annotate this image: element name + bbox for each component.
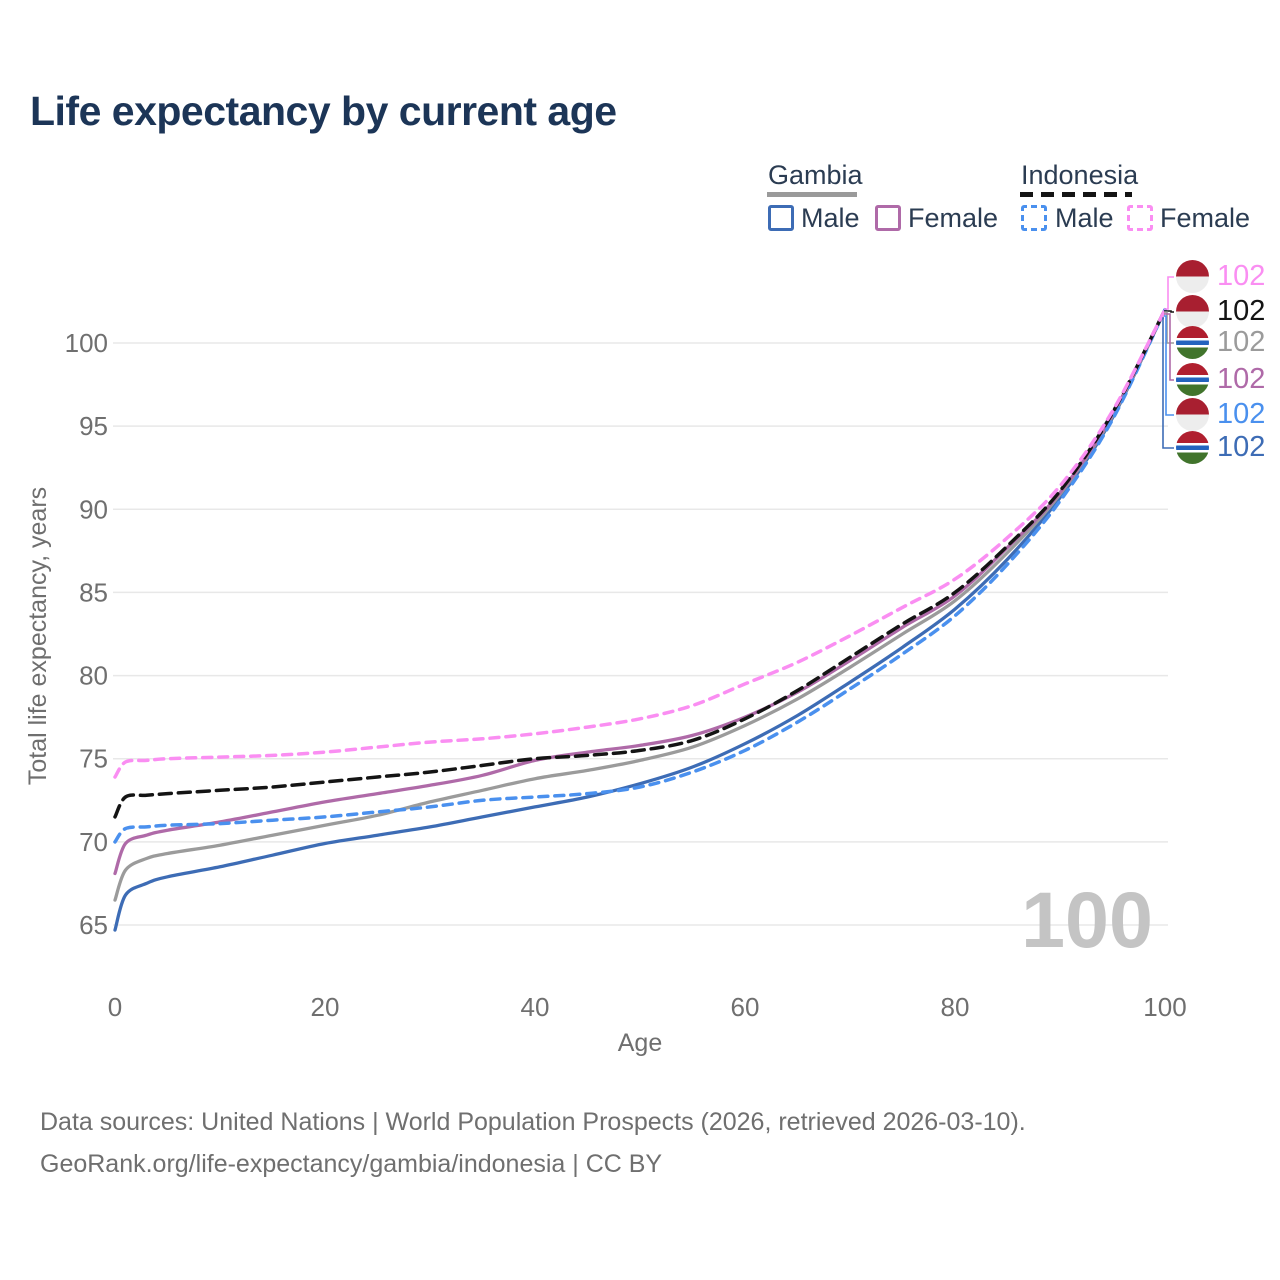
end-label-value: 102 — [1217, 363, 1266, 395]
legend-gambia-line-swatch — [767, 192, 857, 197]
legend-label-gambia-male[interactable]: Male — [801, 203, 860, 233]
end-label-value: 102 — [1217, 431, 1266, 463]
y-axis-title: Total life expectancy, years — [24, 487, 52, 785]
series-line-gambia-all[interactable] — [113, 308, 1167, 902]
end-label-row-indonesia-both-sexes: 102 — [1176, 295, 1265, 328]
x-tick-40: 40 — [521, 992, 550, 1022]
hover-age-watermark: 100 — [1021, 875, 1153, 964]
x-tick-80: 80 — [941, 992, 970, 1022]
legend-label-indonesia-male[interactable]: Male — [1055, 203, 1114, 233]
y-tick-95: 95 — [79, 411, 108, 441]
series-line-indonesia-all[interactable] — [113, 307, 1167, 819]
footer-link: GeoRank.org/life-expectancy/gambia/indon… — [40, 1150, 663, 1178]
end-label-value: 102 — [1217, 260, 1266, 292]
legend-swatch-indonesia-male[interactable] — [1021, 205, 1047, 231]
x-tick-100: 100 — [1143, 992, 1186, 1022]
end-label-connector — [1164, 315, 1174, 416]
series-line-gambia-male[interactable] — [113, 308, 1167, 932]
end-label-value: 102 — [1217, 398, 1266, 430]
end-label-value: 102 — [1217, 295, 1266, 327]
gambia-flag-icon — [1176, 326, 1209, 359]
legend-swatch-gambia-male[interactable] — [768, 205, 794, 231]
end-label-row-indonesia-male: 102 — [1176, 398, 1265, 431]
end-label-connector — [1164, 276, 1174, 310]
end-label-connector — [1164, 310, 1174, 313]
page-title: Life expectancy by current age — [30, 88, 617, 134]
legend-label-gambia-female[interactable]: Female — [908, 203, 999, 233]
end-label-connector — [1162, 317, 1174, 449]
legend-swatch-gambia-female[interactable] — [875, 205, 901, 231]
y-tick-70: 70 — [79, 827, 108, 857]
x-tick-20: 20 — [311, 992, 340, 1022]
end-label-row-gambia-male: 102 — [1176, 431, 1265, 464]
series-line-indonesia-female[interactable] — [113, 307, 1167, 779]
y-tick-75: 75 — [79, 744, 108, 774]
gambia-flag-icon — [1176, 431, 1209, 464]
x-tick-60: 60 — [731, 992, 760, 1022]
end-label-row-gambia-female: 102 — [1176, 363, 1265, 396]
end-label-connector — [1164, 313, 1174, 381]
x-tick-0: 0 — [108, 992, 122, 1022]
y-tick-85: 85 — [79, 577, 108, 607]
end-label-row-indonesia-female: 102 — [1176, 260, 1265, 293]
indonesia-flag-icon — [1176, 295, 1209, 328]
legend-swatch-indonesia-female[interactable] — [1127, 205, 1153, 231]
legend-label-indonesia-female[interactable]: Female — [1160, 203, 1251, 233]
gambia-flag-icon — [1176, 363, 1209, 396]
x-axis-title: Age — [618, 1029, 662, 1057]
legend-group-gambia[interactable]: Gambia — [768, 160, 863, 190]
series-line-gambia-female[interactable] — [113, 308, 1167, 876]
footer-sources: Data sources: United Nations | World Pop… — [40, 1108, 1026, 1136]
end-label-value: 102 — [1217, 326, 1266, 358]
legend-group-indonesia[interactable]: Indonesia — [1021, 160, 1139, 190]
y-tick-80: 80 — [79, 661, 108, 691]
y-tick-90: 90 — [79, 494, 108, 524]
y-tick-100: 100 — [65, 328, 108, 358]
end-label-row-gambia-both-sexes: 102 — [1176, 326, 1265, 359]
series-line-indonesia-male[interactable] — [113, 307, 1167, 844]
indonesia-flag-icon — [1176, 398, 1209, 431]
y-tick-65: 65 — [79, 910, 108, 940]
indonesia-flag-icon — [1176, 260, 1209, 293]
legend-indonesia-line-swatch — [1020, 192, 1132, 197]
